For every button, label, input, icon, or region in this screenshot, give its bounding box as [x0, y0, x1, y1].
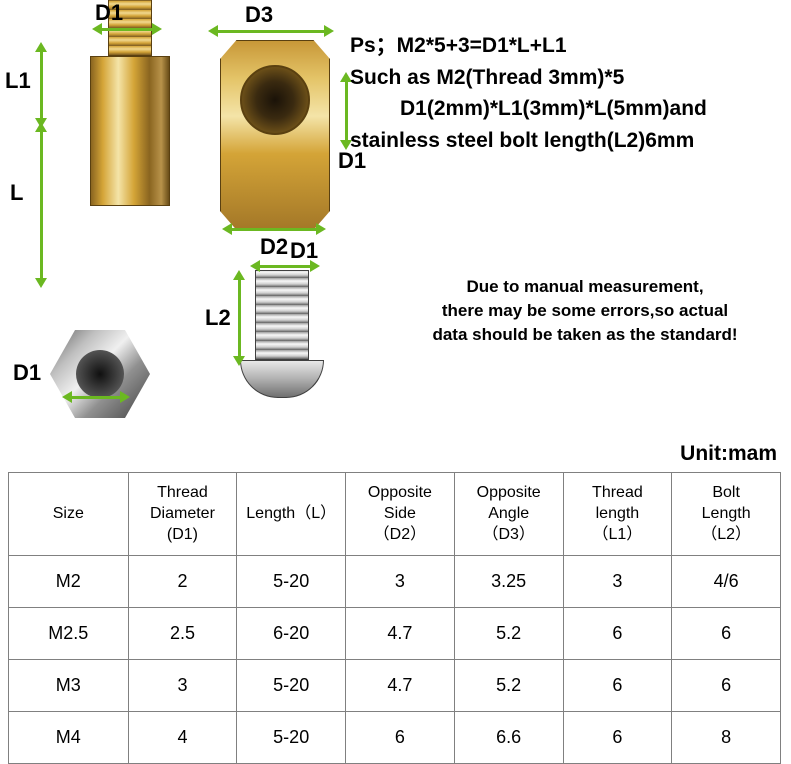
label-d1-nut: D1: [13, 360, 41, 386]
arrow-d1-inner: [345, 80, 348, 142]
label-l2: L2: [205, 305, 231, 331]
cell: 6.6: [454, 712, 563, 764]
disclaimer-text: Due to manual measurement, there may be …: [395, 275, 775, 346]
cell: 5.2: [454, 608, 563, 660]
nut-hole: [76, 350, 124, 398]
brass-standoff-top: [220, 40, 330, 230]
brass-standoff-side: [90, 56, 170, 206]
spec-table: Size ThreadDiameter(D1) Length（L） Opposi…: [8, 472, 781, 764]
arrow-l1: [40, 50, 43, 120]
table-row: M2 2 5-20 3 3.25 3 4/6: [9, 556, 781, 608]
label-l1: L1: [5, 68, 31, 94]
cell: 3: [346, 556, 455, 608]
cell: M4: [9, 712, 129, 764]
standoff-body: [90, 56, 170, 206]
table-body: M2 2 5-20 3 3.25 3 4/6 M2.5 2.5 6-20 4.7…: [9, 556, 781, 764]
cell: M2.5: [9, 608, 129, 660]
cell: 4/6: [672, 556, 781, 608]
arrow-d1-bolt: [258, 265, 312, 268]
disclaimer-line1: Due to manual measurement,: [395, 275, 775, 299]
cell: 6: [672, 660, 781, 712]
standoff-hole: [240, 65, 310, 135]
th-l2: BoltLength（L2）: [672, 473, 781, 556]
cell: 6: [563, 660, 672, 712]
cell: 5.2: [454, 660, 563, 712]
label-l: L: [10, 180, 23, 206]
th-d3: OppositeAngle（D3）: [454, 473, 563, 556]
cell: 5-20: [237, 660, 346, 712]
label-d3: D3: [245, 2, 273, 28]
arrow-l: [40, 130, 43, 280]
th-l: Length（L）: [237, 473, 346, 556]
cell: 6-20: [237, 608, 346, 660]
desc-line3: D1(2mm)*L1(3mm)*L(5mm)and: [350, 93, 770, 125]
table-row: M3 3 5-20 4.7 5.2 6 6: [9, 660, 781, 712]
cell: 5-20: [237, 556, 346, 608]
cell: 4: [128, 712, 237, 764]
description-text: Ps；M2*5+3=D1*L+L1 Such as M2(Thread 3mm)…: [350, 30, 770, 156]
cell: 2.5: [128, 608, 237, 660]
desc-line1: Ps；M2*5+3=D1*L+L1: [350, 30, 770, 62]
label-d2: D2: [260, 234, 288, 260]
unit-label: Unit:mam: [680, 442, 777, 466]
desc-line2: Such as M2(Thread 3mm)*5: [350, 62, 770, 94]
cell: 6: [346, 712, 455, 764]
cell: 5-20: [237, 712, 346, 764]
disclaimer-line3: data should be taken as the standard!: [395, 323, 775, 347]
table-header-row: Size ThreadDiameter(D1) Length（L） Opposi…: [9, 473, 781, 556]
bolt-head: [240, 360, 324, 398]
cell: 3: [563, 556, 672, 608]
cell: 4.7: [346, 608, 455, 660]
diagram-area: D1 D3 L1 L D1 D2 D1 L2 D1 Ps；M2*5+3=D1*L…: [0, 0, 791, 450]
cell: 3.25: [454, 556, 563, 608]
th-d2: OppositeSide（D2）: [346, 473, 455, 556]
arrow-l2: [238, 278, 241, 358]
steel-bolt: [240, 270, 324, 398]
steel-nut: [50, 330, 150, 418]
cell: 2: [128, 556, 237, 608]
cell: M2: [9, 556, 129, 608]
bolt-thread: [255, 270, 309, 360]
arrow-d3: [216, 30, 326, 33]
th-size: Size: [9, 473, 129, 556]
desc-line4: stainless steel bolt length(L2)6mm: [350, 125, 770, 157]
cell: 3: [128, 660, 237, 712]
arrow-d1-nut: [70, 396, 122, 399]
th-l1: Threadlength（L1）: [563, 473, 672, 556]
cell: M3: [9, 660, 129, 712]
cell: 8: [672, 712, 781, 764]
cell: 6: [563, 608, 672, 660]
disclaimer-line2: there may be some errors,so actual: [395, 299, 775, 323]
arrow-d1-top: [100, 28, 154, 31]
cell: 6: [672, 608, 781, 660]
table-row: M2.5 2.5 6-20 4.7 5.2 6 6: [9, 608, 781, 660]
cell: 6: [563, 712, 672, 764]
arrow-d2: [230, 228, 318, 231]
th-d1: ThreadDiameter(D1): [128, 473, 237, 556]
cell: 4.7: [346, 660, 455, 712]
table-row: M4 4 5-20 6 6.6 6 8: [9, 712, 781, 764]
